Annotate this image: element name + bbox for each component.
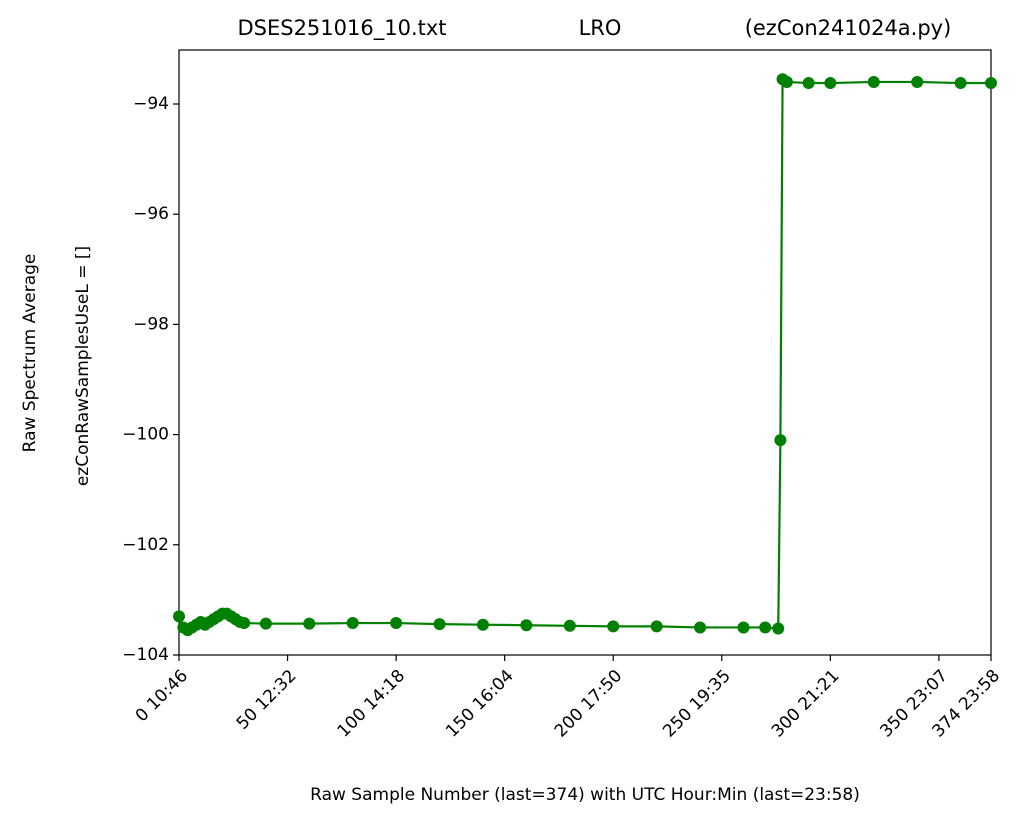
data-point [954, 77, 967, 90]
data-point [390, 617, 403, 630]
data-point [802, 77, 815, 90]
y-tick-label: −102 [122, 535, 169, 555]
data-point [433, 618, 446, 631]
data-point [563, 619, 576, 632]
x-tick-label: 100 14:18 [334, 666, 410, 742]
y-axis-label: ezConRawSamplesUseL = [] [73, 246, 93, 486]
data-point [867, 75, 880, 88]
data-point [476, 618, 489, 631]
data-point [824, 77, 837, 90]
plot-frame [178, 49, 992, 656]
chart-title: LRO [579, 16, 622, 40]
data-point [737, 621, 750, 634]
y-axis-label: Raw Spectrum Average [20, 254, 40, 453]
data-point [173, 610, 185, 623]
data-point [985, 77, 997, 90]
data-point [774, 434, 787, 447]
data-point [772, 622, 785, 635]
chart-title-right: (ezCon241024a.py) [745, 16, 952, 40]
data-line [177, 77, 991, 632]
y-tick-label: −98 [133, 314, 169, 334]
x-tick-label: 200 17:50 [551, 666, 627, 742]
y-tick-label: −94 [133, 94, 169, 114]
x-tick-label: 300 21:21 [768, 666, 844, 742]
x-tick-label: 0 10:46 [132, 666, 192, 726]
y-tick-label: −96 [133, 204, 169, 224]
data-point [607, 620, 620, 633]
data-point [694, 621, 707, 634]
x-axis-label: Raw Sample Number (last=374) with UTC Ho… [310, 785, 860, 805]
data-point [346, 617, 359, 630]
y-tick-label: −100 [122, 425, 169, 445]
data-point [911, 75, 924, 88]
x-tick-label: 50 12:32 [233, 666, 301, 734]
data-point [650, 620, 663, 633]
x-tick-label: 150 16:04 [442, 666, 518, 742]
x-tick-label: 250 19:35 [659, 666, 735, 742]
y-tick-label: −104 [122, 645, 169, 665]
data-point [259, 617, 272, 630]
data-point [759, 621, 772, 634]
data-point [238, 617, 251, 630]
data-point [520, 619, 533, 632]
data-point [303, 617, 316, 630]
data-point [780, 75, 793, 88]
chart-title-left: DSES251016_10.txt [237, 16, 446, 41]
